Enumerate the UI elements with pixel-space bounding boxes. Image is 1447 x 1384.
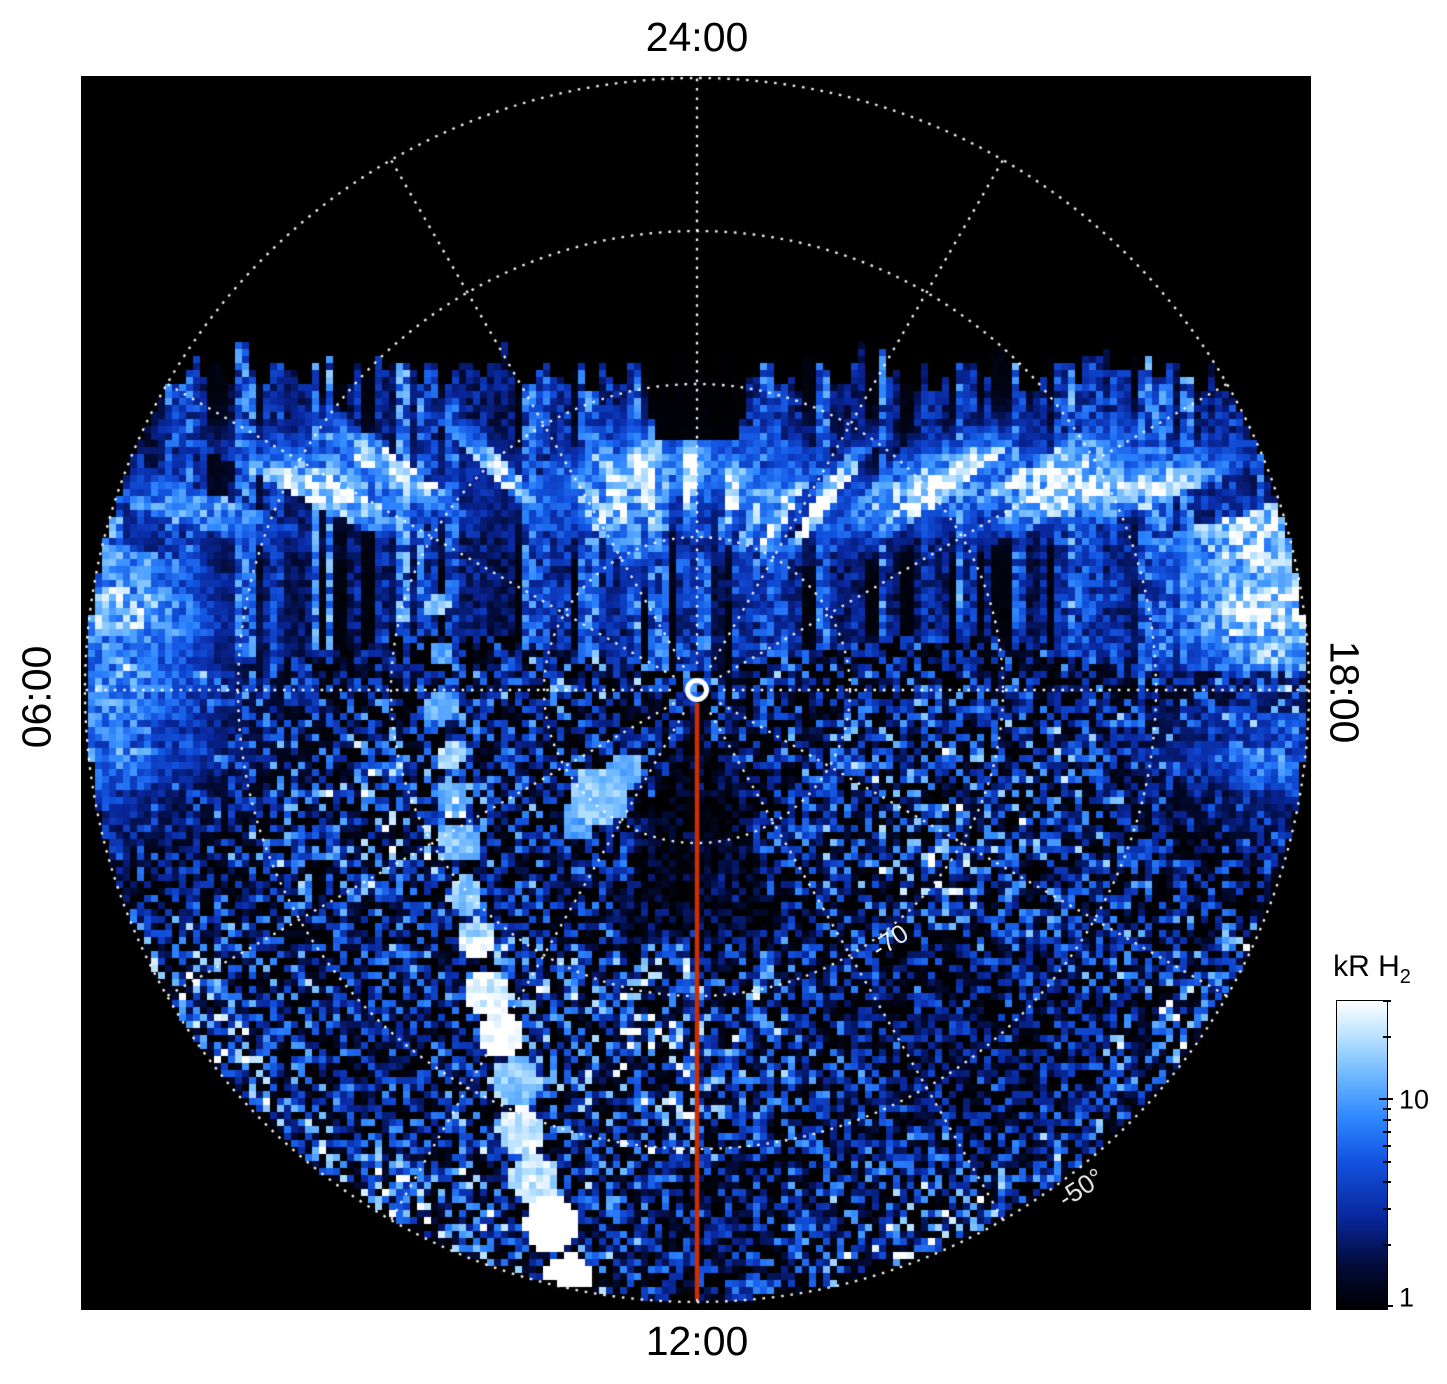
colorbar-major-tick [1379,1098,1393,1101]
colorbar-minor-tick [1383,1181,1391,1184]
colorbar-title: kR H2 [1306,950,1438,989]
colorbar-title-subscript: 2 [1399,966,1411,988]
polar-emission-map [81,76,1311,1310]
local-time-label-noon: 12:00 [645,1318,749,1364]
colorbar-tick-label-10: 10 [1399,1084,1430,1115]
colorbar-minor-tick [1383,1108,1391,1111]
colorbar-minor-tick [1383,1035,1391,1038]
local-time-label-dawn: 06:00 [13,645,60,749]
polar-plot-area [81,76,1311,1310]
colorbar-minor-tick [1383,1144,1391,1147]
colorbar-minor-tick [1383,1244,1391,1247]
local-time-label-dusk: 18:00 [1321,640,1368,744]
colorbar-minor-tick [1383,1118,1391,1121]
colorbar-tick-label-1: 1 [1399,1282,1415,1313]
colorbar-minor-tick [1383,1000,1391,1002]
local-time-label-midnight: 24:00 [645,14,749,60]
colorbar-minor-tick [1383,1207,1391,1210]
colorbar-minor-tick [1383,1161,1391,1164]
colorbar-minor-tick [1383,1130,1391,1133]
colorbar-title-text: kR H [1333,950,1400,983]
colorbar-gradient [1336,1000,1388,1310]
colorbar-major-tick [1379,1305,1393,1307]
